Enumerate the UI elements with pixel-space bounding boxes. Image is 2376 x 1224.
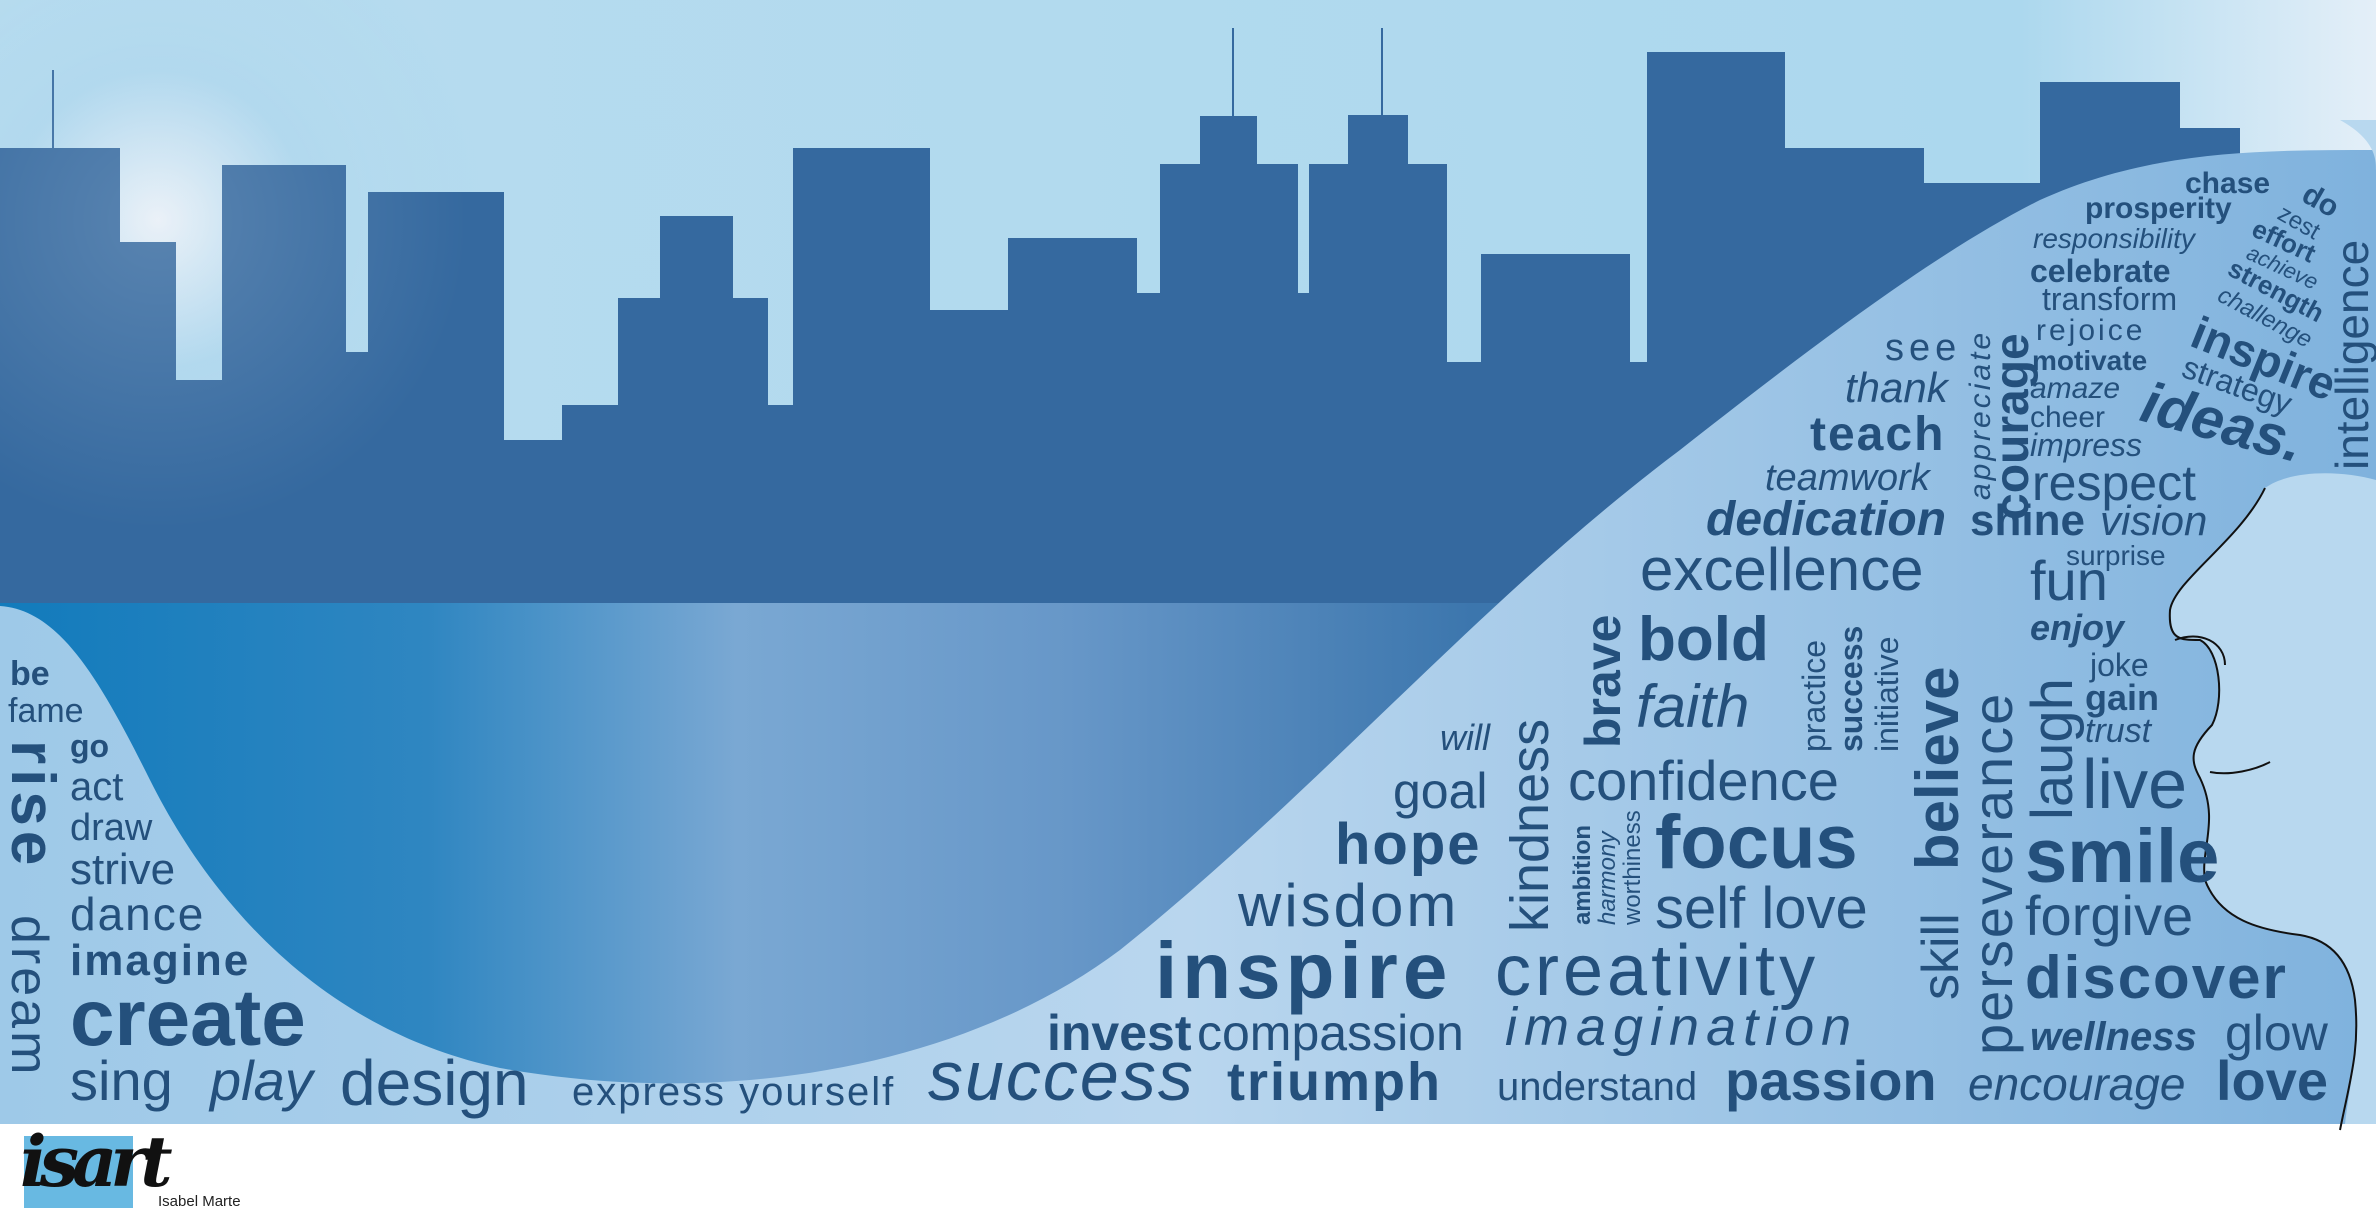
word-focus: focus xyxy=(1655,800,1858,885)
word-fun: fun xyxy=(2030,549,2108,612)
word-wellness: wellness xyxy=(2030,1015,2197,1059)
word-imagination: imagination xyxy=(1505,997,1858,1057)
word-dedication: dedication xyxy=(1706,493,1946,546)
word-believe: believe xyxy=(1904,667,1971,870)
word-cheer: cheer xyxy=(2030,401,2105,434)
word-appreciate: appreciate xyxy=(1964,330,1997,500)
word-amaze: amaze xyxy=(2030,372,2120,405)
word-perseverance: perseverance xyxy=(1961,692,2024,1055)
word-cloud: chase do zest prosperity effort responsi… xyxy=(0,167,2376,1119)
word-initiative: initiative xyxy=(1869,636,1905,752)
word-teamwork: teamwork xyxy=(1765,457,1932,499)
word-strive: strive xyxy=(70,845,175,894)
word-act: act xyxy=(70,765,123,809)
mouth-line xyxy=(2209,761,2271,775)
word-dance: dance xyxy=(70,888,205,940)
word-imagine: imagine xyxy=(70,936,250,985)
word-love: love xyxy=(2216,1049,2328,1112)
word-design: design xyxy=(340,1047,529,1119)
word-draw: draw xyxy=(70,807,153,849)
word-discover: discover xyxy=(2025,944,2288,1011)
word-confidence: confidence xyxy=(1568,749,1839,812)
word-kindness: kindness xyxy=(1500,719,1560,932)
face-profile-line xyxy=(2168,487,2358,1131)
word-impress: impress xyxy=(2030,427,2142,463)
word-laugh: laugh xyxy=(2020,678,2085,820)
word-skill: skill xyxy=(1912,913,1970,1000)
word-express-yourself: express yourself xyxy=(572,1070,895,1114)
word-motivate: motivate xyxy=(2032,345,2147,376)
word-self-love: self love xyxy=(1655,876,1868,941)
word-courage: courage xyxy=(1986,333,2039,520)
word-ambition: ambition xyxy=(1569,825,1596,925)
word-success-bottom: success xyxy=(928,1037,1195,1115)
logo-background xyxy=(24,1136,133,1208)
word-smile: smile xyxy=(2025,814,2219,899)
word-harmony: harmony xyxy=(1594,830,1621,925)
word-practice: practice xyxy=(1796,640,1832,752)
eye-line xyxy=(2174,635,2226,666)
word-see: see xyxy=(1885,327,1961,369)
word-dream: dream xyxy=(0,915,58,1077)
word-trust: trust xyxy=(2085,712,2153,750)
logo-text: isart xyxy=(20,1120,173,1203)
word-surprise: surprise xyxy=(2066,540,2166,571)
word-sing: sing xyxy=(70,1049,173,1112)
word-vision: vision xyxy=(2100,497,2207,544)
word-worthiness: worthiness xyxy=(1619,810,1646,926)
word-bold: bold xyxy=(1638,605,1769,674)
word-forgive: forgive xyxy=(2025,884,2193,947)
word-creativity: creativity xyxy=(1495,931,1819,1011)
word-glow: glow xyxy=(2225,1005,2329,1061)
word-transform: transform xyxy=(2042,281,2177,317)
word-brave: brave xyxy=(1575,615,1631,748)
word-will: will xyxy=(1440,717,1491,758)
sun-halo xyxy=(0,0,468,530)
word-be: be xyxy=(10,655,50,693)
isart-logo: isart xyxy=(20,1127,173,1211)
word-celebrate: celebrate xyxy=(2030,253,2171,289)
word-play: play xyxy=(208,1049,316,1112)
word-success-vert: success xyxy=(1833,626,1869,752)
word-chase: chase xyxy=(2185,167,2270,200)
word-excellence: excellence xyxy=(1640,536,1924,603)
word-invest: invest xyxy=(1047,1005,1192,1061)
wave-silhouette xyxy=(0,150,2376,1124)
word-wisdom: wisdom xyxy=(1237,872,1459,939)
artist-credit: Isabel Marte xyxy=(158,1193,241,1210)
word-prosperity: prosperity xyxy=(2085,192,2232,225)
word-compassion: compassion xyxy=(1197,1005,1464,1061)
word-faith: faith xyxy=(1636,673,1749,740)
word-responsibility: responsibility xyxy=(2033,223,2197,254)
word-passion: passion xyxy=(1725,1049,1937,1112)
word-teach: teach xyxy=(1810,408,1945,461)
word-gain: gain xyxy=(2085,677,2159,718)
word-rejoice: rejoice xyxy=(2036,314,2145,347)
word-create: create xyxy=(70,973,306,1062)
word-thank: thank xyxy=(1845,364,1950,411)
word-triumph: triumph xyxy=(1227,1052,1442,1112)
word-goal: goal xyxy=(1393,763,1488,819)
word-respect: respect xyxy=(2032,455,2196,511)
word-live: live xyxy=(2082,745,2187,823)
word-rise: rise xyxy=(0,740,67,870)
word-go: go xyxy=(70,728,109,764)
word-hope: hope xyxy=(1335,812,1482,877)
word-intelligence: intelligence xyxy=(2326,240,2376,470)
word-fame: fame xyxy=(8,692,84,730)
head-edge xyxy=(2169,120,2376,1124)
word-enjoy: enjoy xyxy=(2030,607,2126,648)
word-inspire-center: inspire xyxy=(1155,926,1452,1015)
word-understand: understand xyxy=(1497,1065,1697,1109)
word-shine: shine xyxy=(1970,496,2085,545)
word-joke: joke xyxy=(2089,647,2149,683)
word-encourage: encourage xyxy=(1968,1058,2185,1110)
